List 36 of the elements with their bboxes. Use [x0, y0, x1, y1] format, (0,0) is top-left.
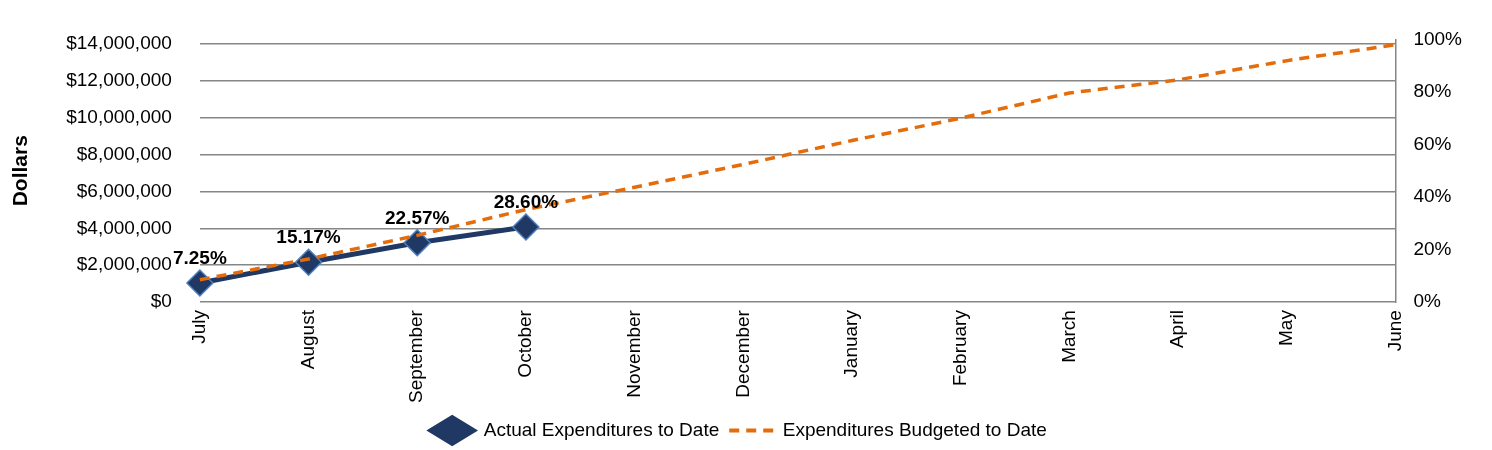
y2-tick-label: 0%	[1413, 290, 1441, 312]
point	[512, 213, 540, 241]
x-tick-label: July	[188, 309, 210, 344]
y-tick-label: $8,000,000	[76, 142, 172, 164]
y2-tick-label: 80%	[1413, 80, 1452, 102]
x-tick-label: May	[1274, 309, 1296, 346]
y2-tick-label: 20%	[1413, 237, 1452, 259]
y2-tick-label: 100%	[1413, 27, 1463, 49]
legend-label: Expenditures Budgeted to Date	[782, 418, 1047, 440]
x-tick-label: June	[1383, 310, 1405, 352]
x-tick-label: March	[1057, 310, 1079, 363]
x-tick-label: April	[1166, 310, 1188, 349]
y-tick-label: $2,000,000	[76, 253, 172, 275]
y-tick-label: $4,000,000	[76, 216, 172, 238]
data-label: 28.60%	[493, 190, 559, 212]
y-tick-label: $14,000,000	[66, 32, 172, 54]
data-label: 22.57%	[385, 206, 450, 228]
x-tick-label: August	[296, 309, 318, 370]
point	[186, 269, 214, 297]
y-axis-title: Dollars	[8, 135, 32, 207]
x-tick-label: October	[514, 309, 536, 378]
point	[403, 229, 431, 257]
x-tick-label: November	[622, 309, 644, 398]
x-tick-label: September	[405, 309, 427, 404]
x-tick-label: February	[948, 309, 970, 387]
y-tick-label: $10,000,000	[66, 105, 172, 127]
y2-tick-label: 40%	[1413, 185, 1452, 207]
y-tick-label: $0	[150, 290, 172, 312]
x-tick-label: December	[731, 309, 753, 398]
data-label: 15.17%	[276, 225, 341, 247]
x-tick-label: January	[840, 309, 862, 378]
data-label: 7.25%	[172, 246, 227, 268]
y-tick-label: $6,000,000	[76, 179, 172, 201]
legend-label: Actual Expenditures to Date	[483, 418, 720, 440]
y2-tick-label: 60%	[1413, 132, 1452, 154]
y-tick-label: $12,000,000	[66, 69, 172, 91]
